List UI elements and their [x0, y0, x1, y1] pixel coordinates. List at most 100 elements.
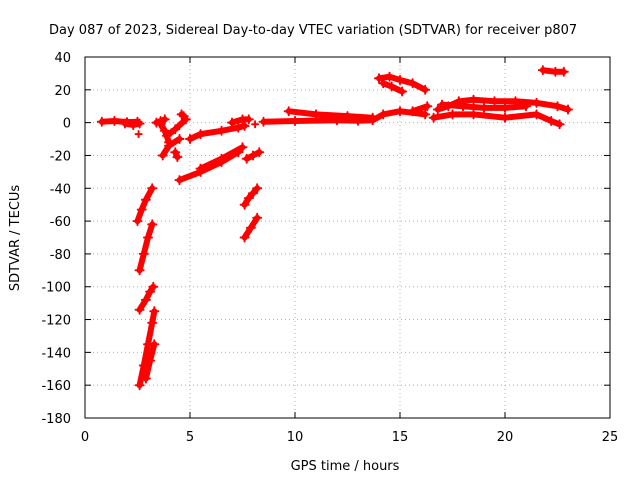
- data-series-seg-24: [283, 106, 378, 123]
- data-point-marker: [420, 109, 431, 120]
- data-point-marker: [489, 96, 500, 107]
- y-tick-label: -140: [41, 346, 71, 361]
- data-series-seg-02: [119, 118, 145, 131]
- data-point-marker: [546, 116, 557, 126]
- data-point-marker: [367, 112, 378, 123]
- data-point-marker: [147, 317, 158, 328]
- y-tick-label: -160: [41, 379, 71, 394]
- data-point-marker: [531, 97, 542, 108]
- data-series-seg-08: [140, 339, 160, 384]
- data-series-seg-06: [134, 281, 159, 315]
- data-series-seg-17: [195, 142, 248, 174]
- data-point-marker: [550, 66, 561, 77]
- plot-frame: [84, 56, 611, 419]
- data-point-marker: [174, 134, 185, 144]
- data-point-marker: [552, 101, 563, 112]
- data-series-seg-19: [239, 183, 263, 210]
- data-point-marker: [157, 150, 168, 161]
- data-trace-line: [136, 283, 157, 313]
- data-point-marker: [458, 101, 468, 112]
- data-point-marker: [134, 304, 145, 315]
- data-point-marker: [155, 119, 166, 130]
- data-point-marker: [145, 355, 156, 366]
- x-tick-label: 25: [602, 430, 619, 445]
- y-tick-label: -100: [41, 281, 71, 296]
- data-point-marker: [170, 124, 181, 135]
- data-series-seg-16: [185, 120, 250, 144]
- data-point-marker: [447, 109, 458, 120]
- data-series-seg-04: [132, 183, 158, 227]
- data-point-marker: [563, 104, 573, 115]
- data-point-marker: [531, 109, 542, 120]
- x-tick-label: 5: [186, 430, 194, 445]
- data-series-seg-14: [176, 109, 189, 122]
- data-point-marker: [258, 116, 269, 127]
- data-point-marker: [384, 71, 395, 82]
- data-point-marker: [252, 183, 263, 194]
- data-point-marker: [254, 147, 265, 158]
- x-tick-label: 0: [81, 430, 89, 445]
- data-point-marker: [243, 114, 254, 125]
- data-point-marker: [378, 109, 389, 120]
- data-point-marker: [134, 130, 143, 139]
- data-point-marker: [386, 81, 397, 92]
- data-point-marker: [420, 84, 431, 95]
- data-point-marker: [216, 125, 227, 136]
- data-point-marker: [397, 86, 408, 97]
- data-point-marker: [500, 102, 510, 113]
- data-point-marker: [134, 380, 145, 391]
- data-point-marker: [554, 119, 565, 130]
- y-tick-label: 40: [54, 51, 71, 66]
- data-point-marker: [149, 339, 160, 350]
- data-series-seg-27: [407, 101, 433, 117]
- data-point-marker: [248, 188, 258, 199]
- chart-title: Day 087 of 2023, Sidereal Day-to-day VTE…: [49, 23, 577, 38]
- data-point-marker: [252, 212, 263, 223]
- data-point-marker: [239, 199, 250, 210]
- data-point-marker: [342, 111, 353, 122]
- data-point-marker: [128, 120, 139, 131]
- data-point-marker: [239, 232, 250, 243]
- data-point-marker: [395, 75, 405, 85]
- data-point-marker: [119, 118, 130, 129]
- data-point-marker: [395, 106, 405, 117]
- data-point-marker: [311, 109, 321, 120]
- data-point-marker: [245, 222, 256, 233]
- data-series-seg-28: [428, 109, 565, 130]
- data-series-seg-25: [374, 71, 431, 95]
- data-point-marker: [149, 306, 160, 317]
- y-axis-label: SDTVAR / TECUs: [8, 185, 23, 292]
- data-series-seg-26: [378, 78, 408, 97]
- data-point-marker: [251, 120, 260, 129]
- x-axis-label: GPS time / hours: [291, 459, 400, 474]
- y-tick-label: -40: [50, 182, 71, 197]
- data-series-seg-13: [170, 147, 183, 163]
- data-point-marker: [243, 193, 254, 204]
- data-point-marker: [468, 94, 479, 105]
- data-point-marker: [558, 66, 569, 77]
- data-point-marker: [159, 125, 170, 136]
- data-point-marker: [138, 248, 149, 259]
- data-series-seg-03: [134, 130, 143, 139]
- data-series-seg-20: [239, 212, 263, 243]
- data-point-marker: [290, 116, 300, 126]
- data-series-seg-31: [537, 65, 569, 77]
- data-point-marker: [134, 118, 145, 129]
- data-point-marker: [479, 102, 489, 113]
- data-trace-line: [134, 185, 156, 225]
- data-point-marker: [216, 153, 227, 164]
- y-tick-label: -80: [50, 248, 71, 263]
- data-point-marker: [172, 152, 183, 163]
- data-point-marker: [140, 373, 151, 384]
- data-trace-line: [241, 185, 261, 208]
- data-point-marker: [143, 232, 153, 243]
- y-tick-label: -20: [50, 149, 71, 164]
- data-point-marker: [378, 78, 389, 89]
- x-tick-label: 15: [392, 430, 409, 445]
- data-point-marker: [521, 101, 531, 112]
- data-point-marker: [147, 183, 158, 194]
- data-point-marker: [170, 147, 181, 158]
- y-tick-label: -60: [50, 215, 71, 230]
- data-series-seg-07: [134, 306, 160, 391]
